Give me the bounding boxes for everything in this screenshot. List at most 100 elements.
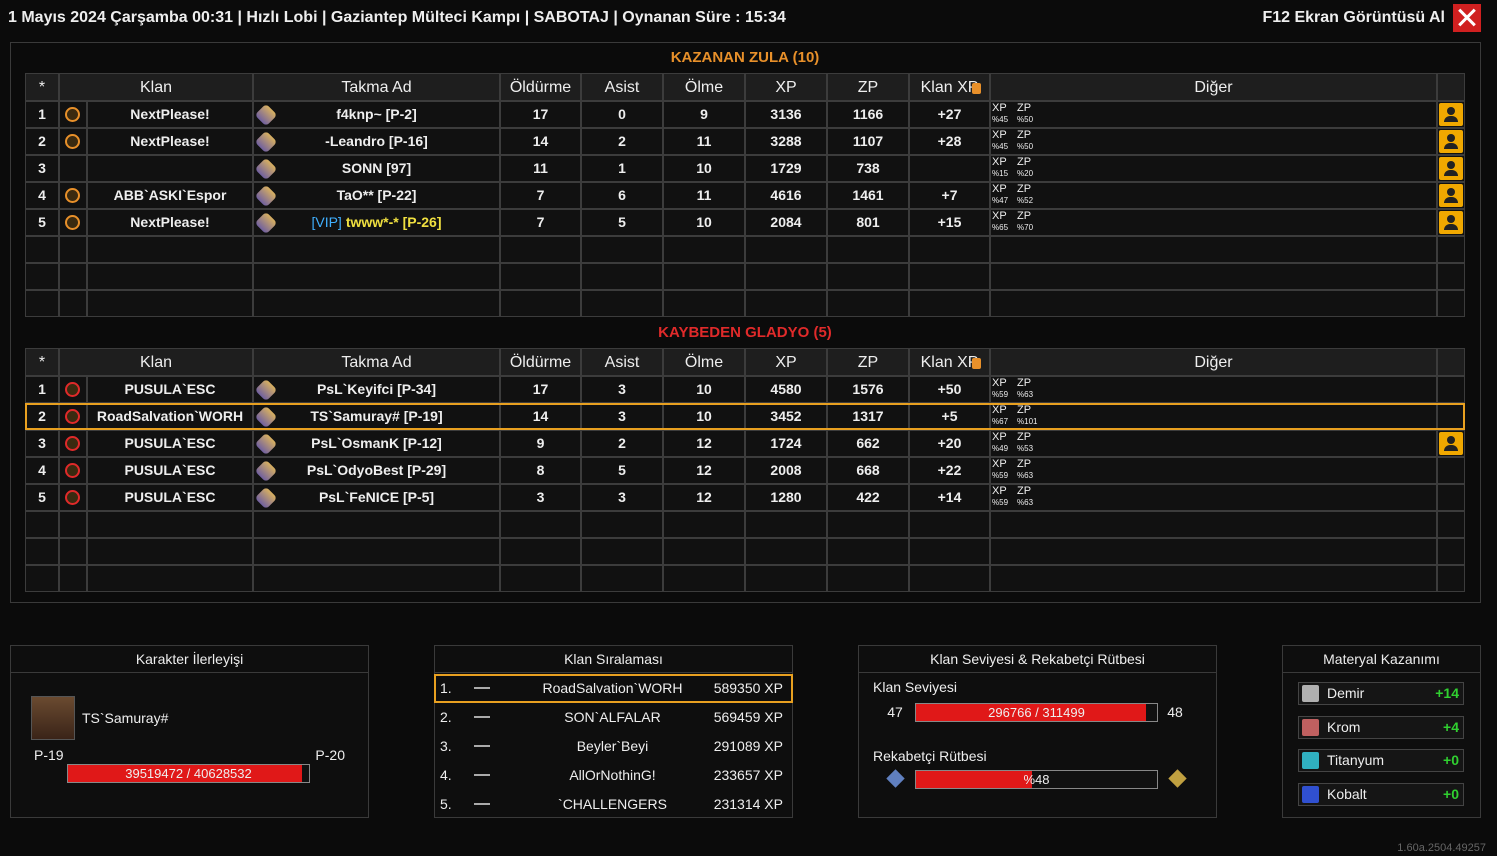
table-cell (59, 430, 87, 457)
table-cell (253, 565, 500, 592)
rank: 3 (38, 160, 46, 176)
bonus-value: %52 (1017, 196, 1034, 205)
table-cell (25, 155, 59, 182)
table-cell (500, 565, 581, 592)
table-cell (663, 565, 745, 592)
stat-assists: 3 (618, 408, 626, 424)
table-cell (745, 209, 827, 236)
bar-label: 39519472 / 40628532 (125, 766, 252, 781)
add-friend-button[interactable] (1439, 103, 1463, 126)
close-button[interactable] (1453, 4, 1481, 32)
table-cell (990, 128, 1437, 155)
table-cell (827, 236, 909, 263)
header-cell: Takma Ad (253, 73, 500, 101)
table-cell (990, 538, 1437, 565)
table-cell (25, 290, 59, 317)
bar-fill (68, 765, 303, 782)
bonus-value: %49 (992, 444, 1009, 453)
stat-assists: 3 (618, 489, 626, 505)
stat-kills: 9 (536, 435, 545, 451)
friend-icon (1447, 161, 1455, 169)
stat-clan-xp: +7 (941, 187, 958, 203)
stat-clan-xp: +28 (937, 133, 962, 149)
stat-zp: 1107 (852, 133, 884, 149)
add-friend-button[interactable] (1439, 184, 1463, 207)
material-value: +0 (1443, 752, 1459, 769)
table-cell (581, 430, 663, 457)
table-cell (1437, 457, 1465, 484)
stat-deaths: 10 (696, 381, 712, 397)
table-cell (500, 484, 581, 511)
stat-xp: 3288 (770, 133, 802, 149)
table-cell (25, 182, 59, 209)
table-cell (745, 430, 827, 457)
stat-kills: 14 (532, 408, 549, 424)
table-cell (253, 484, 500, 511)
ranking-dash (474, 716, 490, 718)
table-cell (253, 209, 500, 236)
table-cell (990, 430, 1437, 457)
table-cell (25, 565, 59, 592)
bonus-label: ZP (1017, 404, 1032, 416)
table-cell (500, 538, 581, 565)
material-name: Krom (1327, 718, 1361, 735)
table-cell (253, 182, 500, 209)
table-cell (87, 155, 253, 182)
add-friend-button[interactable] (1439, 432, 1463, 455)
clan-icon (65, 436, 80, 451)
nick: f4knp~ [P-2] (253, 101, 500, 128)
header-cell (1437, 73, 1465, 101)
clan-name: NextPlease! (130, 106, 210, 122)
header-cell: Öldürme (500, 73, 581, 101)
stat-assists: 5 (618, 214, 626, 230)
screenshot-label: F12 Ekran Görüntüsü Al (1262, 9, 1445, 26)
material-row (1298, 749, 1464, 773)
table-cell (663, 128, 745, 155)
table-cell (25, 101, 59, 128)
table-cell (1437, 565, 1465, 592)
table-cell (827, 538, 909, 565)
stat-clan-xp: +14 (937, 489, 962, 505)
table-cell (745, 290, 827, 317)
table-cell (827, 101, 909, 128)
table-cell (827, 484, 909, 511)
stat-kills: 17 (532, 381, 549, 397)
table-cell (253, 128, 500, 155)
stat-kills: 8 (536, 462, 545, 478)
row-highlight (25, 403, 1465, 430)
stat-xp: 1729 (770, 160, 802, 176)
table-cell (581, 128, 663, 155)
table-cell (909, 155, 990, 182)
bonus-label: XP (992, 431, 1007, 443)
bonus-label: XP (992, 183, 1007, 195)
stat-kills: 7 (536, 214, 545, 230)
add-friend-button[interactable] (1439, 157, 1463, 180)
add-friend-button[interactable] (1439, 211, 1463, 234)
nick-text: PsL`OsmanK [P-12] (311, 435, 442, 451)
table-cell (581, 263, 663, 290)
table-cell (990, 290, 1437, 317)
nick-text: PsL`FeNICE [P-5] (318, 489, 435, 505)
stat-zp: 668 (856, 462, 880, 478)
table-cell (581, 511, 663, 538)
friend-icon (1447, 215, 1455, 223)
table-cell (87, 484, 253, 511)
add-friend-button[interactable] (1439, 130, 1463, 153)
clan-icon (65, 188, 80, 203)
table-cell (1437, 484, 1465, 511)
stat-assists: 1 (618, 160, 626, 176)
stat-clan-xp: +22 (937, 462, 962, 478)
bonus-value: %63 (1017, 498, 1034, 507)
table-cell (827, 290, 909, 317)
stat-assists: 6 (618, 187, 626, 203)
ranking-name: AllOrNothinG! (569, 767, 656, 783)
table-cell (745, 236, 827, 263)
table-cell (745, 263, 827, 290)
table-cell (87, 101, 253, 128)
table-cell (87, 182, 253, 209)
avatar (31, 696, 75, 740)
table-cell (253, 457, 500, 484)
table-cell (87, 565, 253, 592)
table-cell (25, 511, 59, 538)
table-cell (500, 155, 581, 182)
